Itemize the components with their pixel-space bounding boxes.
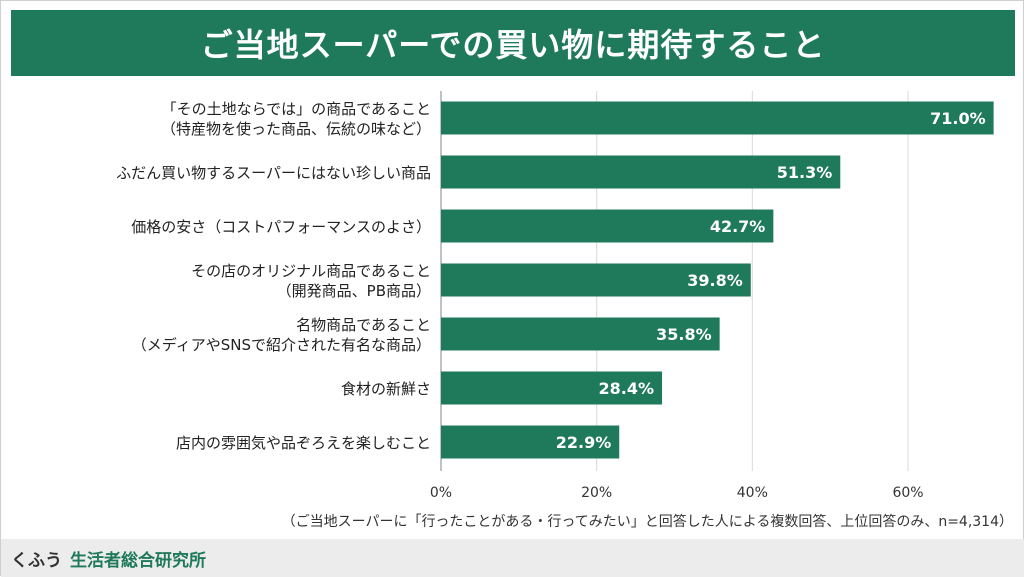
- x-tick-label: 20%: [581, 485, 612, 501]
- bar: [441, 101, 994, 135]
- bar: [441, 155, 841, 189]
- chart-title: ご当地スーパーでの買い物に期待すること: [200, 26, 826, 64]
- category-label: 食材の新鮮さ: [341, 380, 431, 398]
- data-label: 35.8%: [656, 325, 712, 344]
- bar: [441, 263, 751, 297]
- data-label: 51.3%: [777, 163, 833, 182]
- footer-brand: くふう: [11, 550, 62, 571]
- bar: [441, 317, 720, 351]
- title-bar: ご当地スーパーでの買い物に期待すること: [11, 10, 1015, 76]
- category-label: 「その土地ならでは」の商品であること: [162, 100, 431, 118]
- x-tick-label: 60%: [892, 485, 923, 501]
- bar: [441, 425, 620, 459]
- category-label: 名物商品であること: [296, 316, 431, 334]
- footer-bar: くふう 生活者総合研究所: [1, 539, 1024, 577]
- category-label: 価格の安さ（コストパフォーマンスのよさ）: [131, 218, 431, 236]
- footer-logo: くふう 生活者総合研究所: [11, 546, 206, 571]
- category-label: その店のオリジナル商品であること: [191, 262, 431, 280]
- data-label: 42.7%: [710, 217, 766, 236]
- x-tick-label: 0%: [430, 485, 452, 501]
- data-label: 28.4%: [599, 379, 655, 398]
- data-label: 71.0%: [930, 109, 986, 128]
- category-label: ふだん買い物するスーパーにはない珍しい商品: [116, 164, 431, 182]
- chart-note: （ご当地スーパーに「行ったことがある・行ってみたい」と回答した人による複数回答、…: [281, 514, 1013, 530]
- bar: [441, 371, 663, 405]
- bar: [441, 209, 774, 243]
- data-label: 22.9%: [556, 433, 612, 452]
- category-label: （開発商品、PB商品）: [277, 282, 431, 300]
- category-label: （特産物を使った商品、伝統の味など）: [161, 120, 431, 138]
- x-tick-label: 40%: [737, 485, 768, 501]
- data-label: 39.8%: [687, 271, 743, 290]
- category-label: 店内の雰囲気や品ぞろえを楽しむこと: [176, 434, 431, 452]
- category-label: （メディアやSNSで紹介された有名な商品）: [132, 336, 431, 354]
- footer-org: 生活者総合研究所: [70, 550, 206, 571]
